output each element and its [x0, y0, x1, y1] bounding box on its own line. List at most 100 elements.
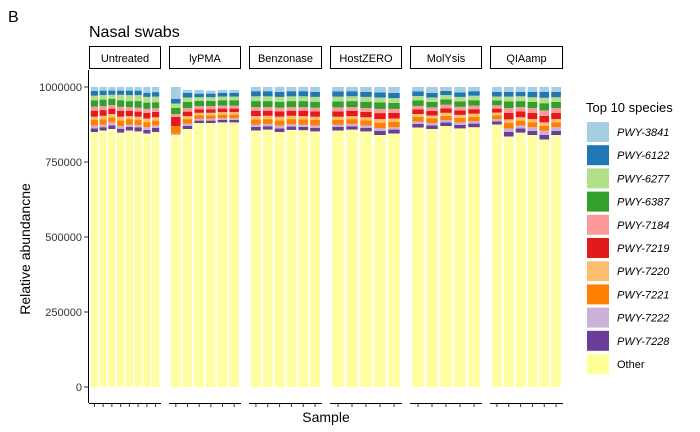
facet-panel: HostZERO	[330, 46, 402, 387]
bar-segment	[551, 87, 561, 92]
bar-segment	[90, 125, 98, 129]
bar-segment	[206, 118, 216, 121]
bar-segment	[143, 127, 151, 130]
stacked-bar	[99, 87, 107, 387]
bar-segment	[503, 101, 514, 108]
bar-segment	[374, 135, 386, 387]
bar-segment	[108, 114, 116, 118]
bar-segment	[274, 107, 285, 112]
bar-segment	[152, 111, 160, 118]
legend-item: Other	[587, 354, 645, 374]
bar-segment	[217, 96, 228, 101]
legend-item: PWY-7219	[587, 238, 669, 258]
bar-segment	[152, 117, 160, 121]
bar-segment	[527, 127, 538, 131]
bar-segment	[454, 92, 466, 97]
bar-segment	[412, 123, 424, 128]
bar-segment	[99, 119, 107, 125]
bar-segment	[90, 95, 98, 101]
bar-segment	[388, 108, 400, 113]
bar-segment	[262, 129, 273, 387]
bar-segment	[229, 93, 239, 97]
bar-segment	[503, 96, 514, 102]
legend-swatch	[587, 214, 609, 235]
bar-segment	[152, 125, 160, 128]
bar-segment	[360, 91, 372, 97]
bar-segment	[298, 91, 309, 97]
legend-swatch	[587, 238, 609, 258]
bar-segment	[539, 87, 550, 92]
bar-segment	[298, 101, 309, 108]
stacked-bar	[274, 87, 285, 387]
bar-segment	[310, 87, 320, 92]
bar-segment	[492, 119, 502, 122]
bar-segment	[90, 116, 98, 120]
bar-segment	[262, 87, 273, 92]
bar-segment	[90, 110, 98, 117]
stacked-bar	[171, 87, 181, 387]
bar-segment	[503, 91, 514, 97]
legend-label: PWY-7219	[617, 243, 669, 255]
y-tick-label: 0	[76, 382, 82, 394]
bar-segment	[426, 129, 438, 387]
bar-segment	[134, 127, 142, 132]
bar-segment	[134, 111, 142, 117]
bar-segment	[515, 111, 526, 118]
legend-item: PWY-7220	[587, 261, 670, 282]
bar-segment	[182, 111, 193, 117]
bar-segment	[206, 112, 216, 116]
stacked-bar	[117, 87, 125, 387]
legend-label: PWY-7222	[617, 313, 669, 325]
bar-segment	[454, 117, 466, 123]
bar-segment	[217, 120, 228, 123]
facet-strip-label: Benzonase	[258, 53, 313, 65]
bar-segment	[332, 124, 344, 127]
bar-segment	[515, 125, 526, 129]
bar-segment	[286, 91, 297, 97]
bar-segment	[374, 102, 386, 109]
stacked-bar	[360, 87, 372, 387]
bar-segment	[332, 116, 344, 120]
bar-segment	[426, 87, 438, 93]
bar-segment	[426, 97, 438, 102]
stacked-bar	[527, 87, 538, 387]
stacked-bar	[298, 87, 309, 387]
legend-swatch	[587, 307, 609, 328]
bar-segment	[108, 122, 116, 126]
bar-segment	[274, 132, 285, 387]
bar-segment	[503, 112, 514, 120]
bar-segment	[515, 96, 526, 102]
bar-segment	[171, 126, 181, 134]
bar-segment	[360, 101, 372, 108]
bar-segment	[274, 101, 285, 108]
bar-segment	[134, 95, 142, 102]
bar-segment	[539, 126, 550, 131]
bar-segment	[454, 87, 466, 93]
bar-segment	[454, 101, 466, 107]
bar-segment	[454, 110, 466, 115]
legend-swatch	[587, 168, 609, 189]
bar-segment	[298, 124, 309, 127]
bar-segment	[388, 118, 400, 122]
bar-segment	[440, 126, 452, 387]
bar-segment	[454, 124, 466, 129]
bar-segment	[108, 125, 116, 129]
bar-segment	[346, 101, 358, 108]
bar-segment	[298, 110, 309, 117]
bar-segment	[527, 102, 538, 108]
bar-segment	[229, 108, 239, 113]
bar-segment	[492, 96, 502, 101]
stacked-bar	[346, 87, 358, 387]
bar-segment	[346, 96, 358, 102]
stacked-bar	[251, 87, 261, 387]
bar-segment	[412, 100, 424, 106]
bar-segment	[426, 93, 438, 98]
bar-segment	[346, 116, 358, 120]
bar-segment	[262, 91, 273, 97]
bar-segment	[440, 115, 452, 120]
stacked-bar	[125, 87, 133, 387]
bar-segment	[194, 100, 204, 107]
bar-segment	[360, 125, 372, 128]
bar-segment	[346, 91, 358, 97]
panel-letter: B	[8, 9, 19, 26]
